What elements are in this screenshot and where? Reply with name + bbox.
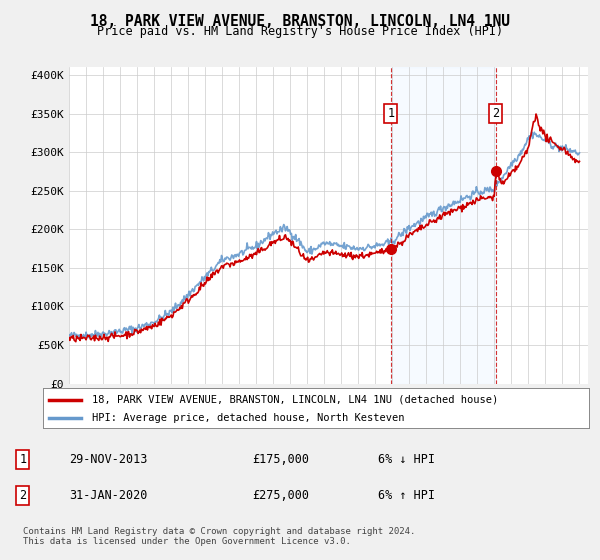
Text: 18, PARK VIEW AVENUE, BRANSTON, LINCOLN, LN4 1NU: 18, PARK VIEW AVENUE, BRANSTON, LINCOLN,… — [90, 14, 510, 29]
Text: 1: 1 — [388, 107, 395, 120]
Text: 2: 2 — [19, 489, 26, 502]
Text: 6% ↑ HPI: 6% ↑ HPI — [378, 489, 435, 502]
Bar — [391, 67, 496, 384]
Text: £175,000: £175,000 — [252, 452, 309, 466]
Text: £275,000: £275,000 — [252, 489, 309, 502]
Text: 29-NOV-2013: 29-NOV-2013 — [69, 452, 148, 466]
Text: Contains HM Land Registry data © Crown copyright and database right 2024.
This d: Contains HM Land Registry data © Crown c… — [23, 526, 415, 546]
Text: 18, PARK VIEW AVENUE, BRANSTON, LINCOLN, LN4 1NU (detached house): 18, PARK VIEW AVENUE, BRANSTON, LINCOLN,… — [92, 395, 499, 405]
Text: 31-JAN-2020: 31-JAN-2020 — [69, 489, 148, 502]
Text: 2: 2 — [492, 107, 499, 120]
Text: 6% ↓ HPI: 6% ↓ HPI — [378, 452, 435, 466]
Text: 1: 1 — [19, 452, 26, 466]
Text: Price paid vs. HM Land Registry's House Price Index (HPI): Price paid vs. HM Land Registry's House … — [97, 25, 503, 38]
Text: HPI: Average price, detached house, North Kesteven: HPI: Average price, detached house, Nort… — [92, 413, 405, 423]
